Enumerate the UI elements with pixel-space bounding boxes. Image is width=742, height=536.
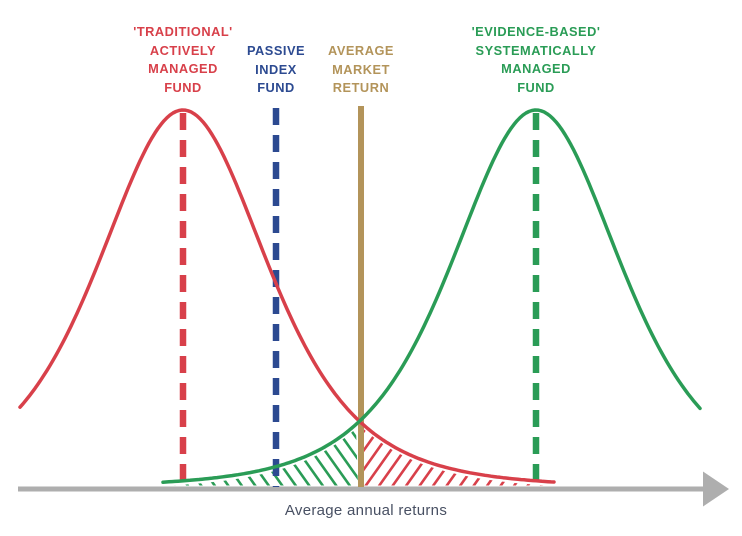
marker-label-line: 'TRADITIONAL': [133, 24, 233, 39]
hatch-area-right-tail: [363, 428, 549, 486]
marker-label-traditional-fund: 'TRADITIONAL' ACTIVELY MANAGED FUND: [133, 23, 232, 97]
marker-label-line: ACTIVELY: [149, 42, 217, 58]
marker-label-line: MARKET: [332, 61, 390, 77]
marker-label-line: MANAGED: [501, 61, 571, 76]
marker-label-line: MANAGED: [148, 61, 218, 76]
marker-label-line: PASSIVE: [246, 43, 306, 58]
marker-label-line: FUND: [164, 79, 202, 95]
x-axis: [18, 471, 729, 507]
x-axis-arrow-icon: [703, 471, 729, 507]
hatch-area-left-tail: [170, 428, 358, 486]
bell-curve-traditional-fund: [18, 108, 556, 484]
marker-label-line: SYSTEMATICALLY: [475, 42, 597, 58]
marker-label-passive-index-fund: PASSIVE INDEX FUND: [247, 42, 305, 98]
marker-label-line: FUND: [517, 79, 555, 95]
marker-label-average-market-return: AVERAGE MARKET RETURN: [328, 42, 394, 98]
marker-label-line: 'EVIDENCE-BASED': [471, 24, 601, 39]
marker-label-line: INDEX: [255, 61, 297, 77]
marker-label-line: FUND: [257, 80, 295, 95]
marker-label-line: RETURN: [332, 80, 390, 95]
bell-curve-evidence-based-fund: [161, 108, 702, 484]
marker-label-line: AVERAGE: [328, 43, 394, 58]
marker-label-evidence-based-fund: 'EVIDENCE-BASED' SYSTEMATICALLY MANAGED FUN…: [472, 23, 601, 97]
x-axis-label: Average annual returns: [284, 502, 448, 519]
